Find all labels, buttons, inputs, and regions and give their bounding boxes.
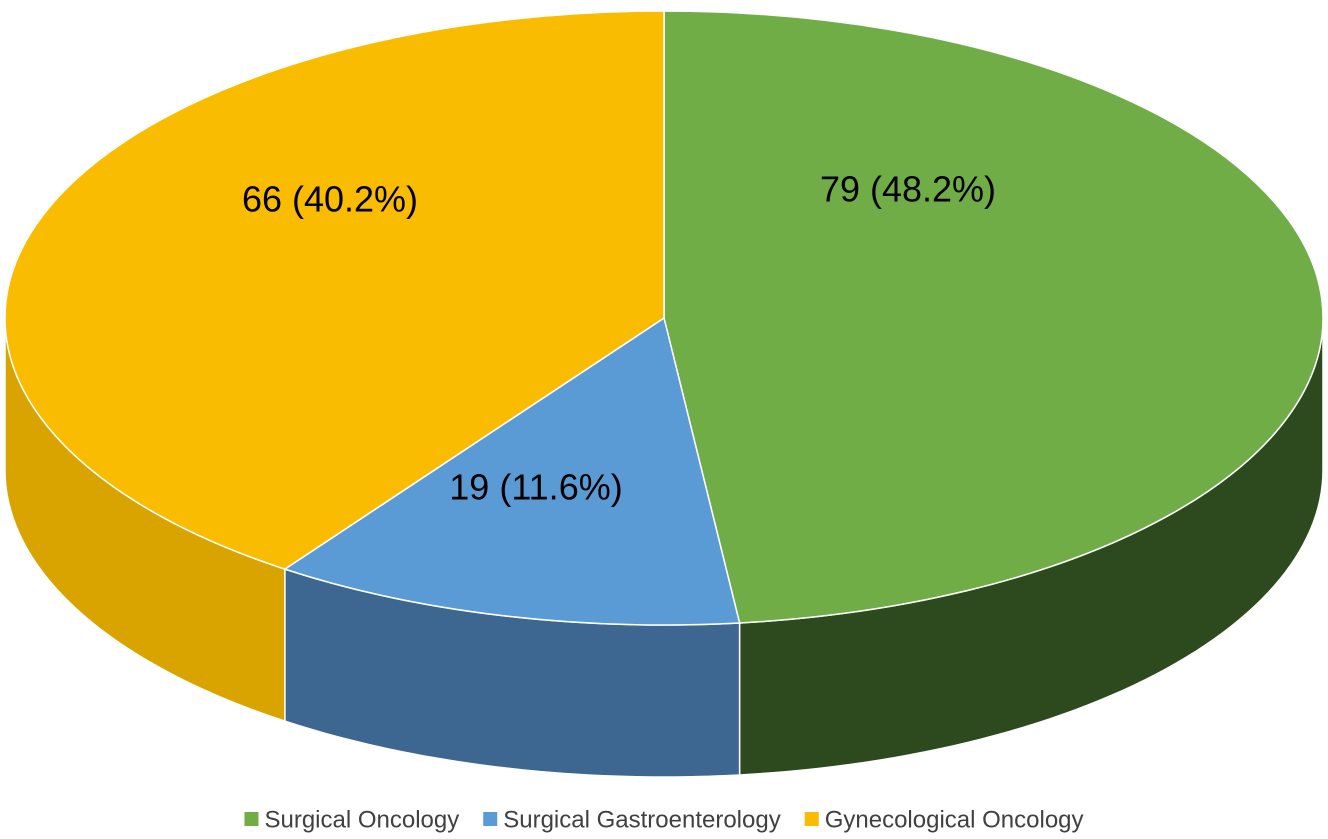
slice [663, 10, 1324, 624]
data-label: 19 (11.6%) [449, 467, 622, 508]
data-label: 66 (40.2%) [242, 179, 418, 220]
data-label: 79 (48.2%) [820, 169, 996, 210]
legend-swatch [483, 812, 498, 826]
legend-swatch [244, 812, 259, 826]
legend-item: Surgical Oncology [244, 806, 459, 833]
legend-swatch [804, 812, 819, 826]
slice [283, 316, 741, 626]
data-labels: 79 (48.2%) 19 (11.6%) 66 (40.2%) [242, 169, 996, 508]
legend-label: Gynecological Oncology [825, 806, 1084, 833]
legend-item: Surgical Gastroenterology [483, 806, 781, 833]
legend-item: Gynecological Oncology [804, 806, 1084, 833]
pie-sides [4, 317, 1324, 778]
legend: Surgical Oncology Surgical Gastroenterolo… [244, 806, 1084, 833]
legend-label: Surgical Gastroenterology [503, 806, 780, 833]
legend-label: Surgical Oncology [264, 806, 459, 833]
pie-tops [4, 10, 1324, 626]
slice [4, 10, 665, 570]
